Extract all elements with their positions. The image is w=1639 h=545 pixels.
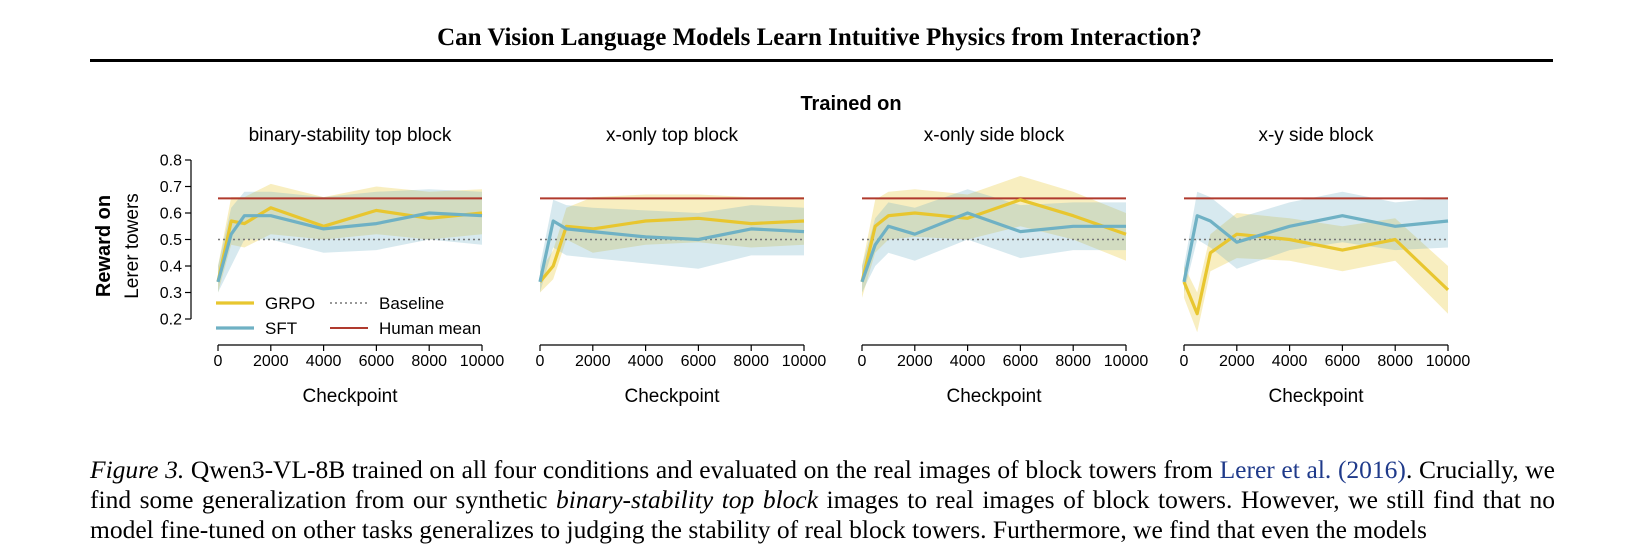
panel-title: x-y side block xyxy=(1258,125,1374,146)
x-tick-label: 10000 xyxy=(460,353,505,370)
caption-citation-link[interactable]: Lerer et al. (2016) xyxy=(1219,455,1406,484)
legend-sft-label: SFT xyxy=(265,319,297,338)
grpo-series-line xyxy=(860,198,1127,283)
caption-label: Figure 3. xyxy=(90,455,185,484)
header-rule xyxy=(90,59,1553,62)
x-tick-label: 10000 xyxy=(1104,353,1149,370)
x-tick-label: 10000 xyxy=(782,353,827,370)
x-tick-label: 2000 xyxy=(575,353,611,370)
sft-series-line xyxy=(216,211,483,283)
x-axis-label: Checkpoint xyxy=(1268,386,1364,407)
y-tick-label: 0.5 xyxy=(160,232,182,249)
sft-confidence-band xyxy=(540,199,804,293)
y-tick-label: 0.7 xyxy=(160,179,182,196)
page-running-title: Can Vision Language Models Learn Intuiti… xyxy=(437,24,1202,51)
caption-text-2: . Crucially, we find some generalization… xyxy=(90,455,1555,514)
caption-italic-term: binary-stability top block xyxy=(555,485,819,514)
sft-series-line xyxy=(1182,214,1449,283)
x-axis-label: Checkpoint xyxy=(946,386,1042,407)
sft-series-line xyxy=(538,219,805,283)
sft-confidence-band xyxy=(218,189,482,293)
panel-title: binary-stability top block xyxy=(249,125,452,146)
x-axis-label: Checkpoint xyxy=(302,386,398,407)
x-tick-label: 8000 xyxy=(733,353,769,370)
sft-confidence-band xyxy=(1184,191,1448,293)
legend-human-mean-label: Human mean xyxy=(379,319,481,338)
x-tick-label: 8000 xyxy=(1377,353,1413,370)
x-tick-label: 4000 xyxy=(1272,353,1308,370)
x-tick-label: 0 xyxy=(536,353,545,370)
x-tick-label: 2000 xyxy=(897,353,933,370)
legend-grpo-label: GRPO xyxy=(265,294,315,313)
x-tick-label: 6000 xyxy=(681,353,717,370)
x-tick-label: 6000 xyxy=(1003,353,1039,370)
legend: GRPO SFT Baseline Human mean xyxy=(216,294,481,338)
figure-caption: Figure 3. Qwen3-VL-8B trained on all fou… xyxy=(90,455,1555,545)
figure-supertitle: Trained on xyxy=(800,93,901,115)
y-tick-label: 0.3 xyxy=(160,285,182,302)
grpo-series-line xyxy=(1182,232,1450,316)
chart-panel-4: x-y side block 0 2000 4000 6000 8000 10000 Chec… xyxy=(1180,125,1471,407)
y-tick-label: 0.4 xyxy=(160,259,182,276)
y-axis-label: Reward on Lerer towers xyxy=(93,193,143,299)
sft-series-line xyxy=(860,211,1126,283)
y-tick-label: 0.6 xyxy=(160,206,182,223)
grpo-series-line xyxy=(216,206,483,283)
chart-panel-1: binary-stability top block 0 2000 4000 6000 8… xyxy=(160,125,505,407)
y-axis-label-sub: Lerer towers xyxy=(122,193,143,299)
panel-title: x-only top block xyxy=(606,125,739,146)
x-tick-label: 0 xyxy=(214,353,223,370)
x-tick-label: 2000 xyxy=(253,353,289,370)
caption-text-1: Qwen3-VL-8B trained on all four conditio… xyxy=(184,455,1220,484)
x-tick-label: 4000 xyxy=(628,353,664,370)
x-tick-label: 4000 xyxy=(950,353,986,370)
x-tick-label: 6000 xyxy=(1325,353,1361,370)
grpo-series-line xyxy=(538,216,805,283)
x-tick-label: 2000 xyxy=(1219,353,1255,370)
legend-baseline-label: Baseline xyxy=(379,294,444,313)
figure: Trained on Reward on Lerer towers binary… xyxy=(93,93,1471,407)
y-tick-label: 0.8 xyxy=(160,153,182,170)
grpo-confidence-band xyxy=(862,175,1126,298)
y-tick-label: 0.2 xyxy=(160,312,182,329)
grpo-confidence-band xyxy=(540,194,804,293)
x-tick-label: 6000 xyxy=(359,353,395,370)
y-axis-label-bold: Reward on xyxy=(93,195,115,297)
chart-panel-2: x-only top block 0 2000 4000 6000 8000 10000 Ch… xyxy=(536,125,827,407)
chart-panel-3: x-only side block 0 2000 4000 6000 8000 10000 C… xyxy=(858,125,1149,407)
x-axis-label: Checkpoint xyxy=(624,386,720,407)
panel-title: x-only side block xyxy=(924,125,1065,146)
x-tick-label: 8000 xyxy=(1055,353,1091,370)
x-tick-label: 4000 xyxy=(306,353,342,370)
x-tick-label: 10000 xyxy=(1426,353,1471,370)
x-tick-label: 0 xyxy=(1180,353,1189,370)
x-tick-label: 0 xyxy=(858,353,867,370)
x-tick-label: 8000 xyxy=(411,353,447,370)
